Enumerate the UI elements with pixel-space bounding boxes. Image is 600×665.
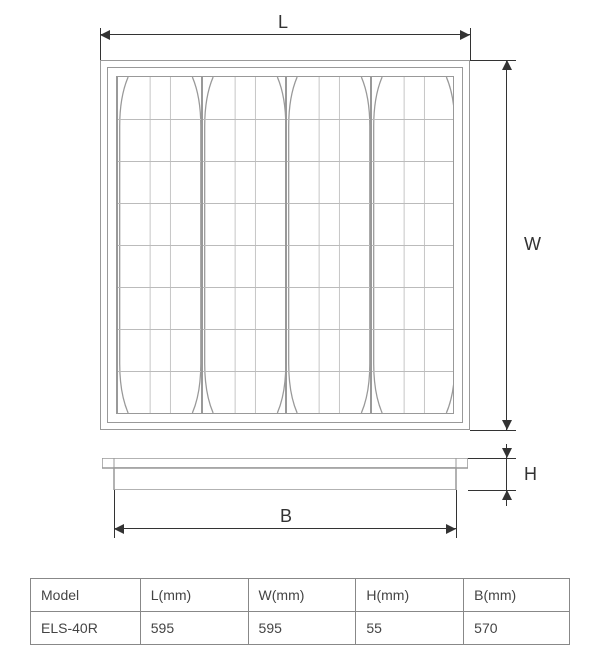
table-cell: 570 — [464, 612, 570, 645]
louver-crossbar — [118, 329, 201, 330]
louver-column — [202, 77, 287, 413]
arrow-l-left — [100, 30, 110, 40]
dim-line-b — [114, 528, 456, 529]
louver-crossbar — [118, 203, 201, 204]
spec-table: ModelL(mm)W(mm)H(mm)B(mm)ELS-40R59559555… — [30, 578, 570, 645]
louver-crossbar — [118, 371, 201, 372]
louver-crossbar — [203, 245, 286, 246]
arrow-w-top — [502, 60, 512, 70]
louver-grid — [117, 77, 453, 413]
table-header-cell: B(mm) — [464, 579, 570, 612]
louver-crossbar — [118, 119, 201, 120]
ext-line-w-bot — [470, 430, 516, 431]
panel-top-mid — [107, 67, 463, 423]
louver-crossbar — [203, 119, 286, 120]
louver-crossbar — [372, 245, 455, 246]
table-cell: 55 — [356, 612, 464, 645]
table-header-cell: L(mm) — [140, 579, 248, 612]
louver-crossbar — [287, 287, 370, 288]
louver-crossbar — [118, 161, 201, 162]
panel-top-outer — [100, 60, 470, 430]
table-header-cell: W(mm) — [248, 579, 356, 612]
louver-column — [371, 77, 455, 413]
dim-label-h: H — [524, 464, 537, 485]
louver-crossbar — [203, 371, 286, 372]
louver-crossbar — [372, 203, 455, 204]
louver-crossbar — [203, 161, 286, 162]
dim-line-l — [100, 34, 470, 35]
table-row: ELS-40R59559555570 — [31, 612, 570, 645]
louver-crossbar — [203, 329, 286, 330]
louver-crossbar — [287, 329, 370, 330]
dim-label-l: L — [278, 12, 288, 33]
arrow-l-right — [460, 30, 470, 40]
arrow-w-bot — [502, 420, 512, 430]
table-header-cell: H(mm) — [356, 579, 464, 612]
table-cell: ELS-40R — [31, 612, 141, 645]
arrow-h-top — [502, 448, 512, 458]
panel-top-inner — [116, 76, 454, 414]
arrow-h-bot — [502, 490, 512, 500]
ext-line-b-right — [456, 490, 457, 538]
louver-column — [286, 77, 371, 413]
louver-crossbar — [287, 161, 370, 162]
ext-line-h-top — [468, 458, 516, 459]
louver-crossbar — [287, 245, 370, 246]
louver-crossbar — [372, 329, 455, 330]
side-svg — [102, 458, 468, 490]
louver-crossbar — [203, 203, 286, 204]
louver-crossbar — [118, 287, 201, 288]
louver-crossbar — [287, 203, 370, 204]
dim-line-w — [506, 60, 507, 430]
table-cell: 595 — [140, 612, 248, 645]
louver-column — [117, 77, 202, 413]
panel-side-view — [102, 458, 468, 490]
table-cell: 595 — [248, 612, 356, 645]
table-header-cell: Model — [31, 579, 141, 612]
louver-crossbar — [287, 119, 370, 120]
louver-crossbar — [372, 287, 455, 288]
louver-crossbar — [203, 287, 286, 288]
ext-line-l-right — [470, 28, 471, 60]
table-header-row: ModelL(mm)W(mm)H(mm)B(mm) — [31, 579, 570, 612]
arrow-b-left — [114, 524, 124, 534]
louver-crossbar — [372, 119, 455, 120]
diagram-area: L W H B — [40, 20, 560, 560]
arrow-b-right — [446, 524, 456, 534]
louver-crossbar — [372, 371, 455, 372]
dim-label-w: W — [524, 234, 541, 255]
louver-crossbar — [287, 371, 370, 372]
dim-label-b: B — [280, 506, 292, 527]
louver-crossbar — [372, 161, 455, 162]
louver-crossbar — [118, 245, 201, 246]
